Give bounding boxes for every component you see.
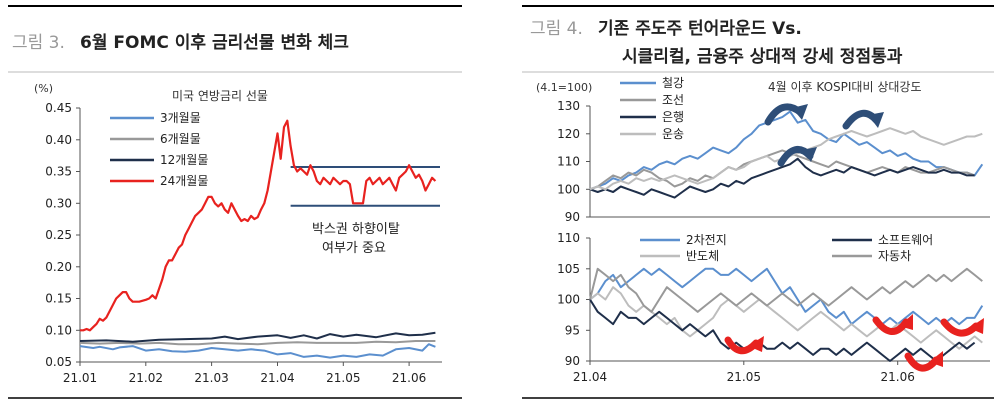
c3-legend-label-2: 소프트웨어 (878, 233, 933, 247)
fig3-number: 그림 3. (12, 33, 65, 53)
c2-arrowhead-1 (792, 104, 808, 120)
c1-xtick-0: 21.01 (63, 371, 97, 385)
c1-box-range (290, 166, 440, 207)
fig4-number: 그림 4. (530, 19, 583, 39)
c3-arrowhead-3 (929, 351, 943, 367)
c3-ytick-2: 100 (557, 293, 580, 307)
c3-legend-label-1: 반도체 (686, 249, 719, 263)
c3-series-2 (589, 298, 976, 362)
c2-series (589, 110, 984, 199)
c2-series-2 (589, 157, 975, 199)
c2-legend-label-3: 운송 (662, 127, 684, 141)
c2-ytick-3: 120 (557, 127, 580, 141)
c3-xtick-1: 21.05 (727, 370, 761, 384)
c1-series-3 (80, 119, 437, 332)
c1-legend-label-1: 6개월물 (160, 132, 201, 146)
c3-arrowhead-1 (748, 336, 764, 352)
c3-ytick-4: 110 (557, 231, 580, 245)
c1-xtick-2: 21.03 (194, 371, 228, 385)
c2-ylabel: (4.1=100) (536, 81, 592, 94)
c2-ytick-1: 100 (557, 182, 580, 196)
c1-annotation-line1: 박스권 하향이탈 (312, 222, 400, 237)
c1-xtick-1: 21.02 (129, 371, 163, 385)
c3-xtick-2: 21.06 (881, 370, 915, 384)
c3-series-3 (589, 267, 983, 313)
c2-arrowhead-3 (868, 112, 884, 128)
c3-legend-label-3: 자동차 (878, 249, 911, 263)
c1-ytick-4: 0.25 (45, 228, 72, 242)
c3-series (589, 267, 984, 362)
c2-arrows (764, 103, 884, 167)
c1-ytick-5: 0.30 (45, 196, 72, 210)
c1-ylabel: (%) (34, 82, 53, 95)
leader-vs-cyclical-chart: (4.1=100) 4월 이후 KOSPI대비 상대강도 90 100 110 120… (536, 76, 990, 224)
c2-arrowhead-2 (802, 147, 817, 162)
c1-legend: 3개월물 6개월물 12개월물 24개월물 (110, 111, 208, 188)
c3-series-0 (589, 267, 984, 326)
c1-series-0 (79, 343, 436, 359)
c1-series (79, 119, 437, 359)
c1-annotation-line2: 여부가 중요 (322, 241, 386, 256)
c1-title: 미국 연방금리 선물 (172, 89, 268, 103)
c1-legend-label-0: 3개월물 (160, 111, 201, 125)
c1-ytick-1: 0.10 (45, 323, 72, 337)
c2-legend-label-0: 철강 (662, 76, 684, 90)
c1-ytick-8: 0.45 (45, 101, 72, 115)
c2-ytick-0: 90 (565, 210, 580, 224)
c1-ytick-6: 0.35 (45, 165, 72, 179)
c1-legend-label-3: 24개월물 (160, 174, 208, 188)
c3-arrowhead-4 (969, 318, 984, 334)
c1-ytick-2: 0.15 (45, 292, 72, 306)
c1-xtick-3: 21.04 (260, 371, 294, 385)
c3-ytick-1: 95 (565, 323, 580, 337)
c3-arrowhead-2 (899, 314, 913, 330)
fomc-futures-chart: (%) 미국 연방금리 선물 0.050.100.150.200.250.300… (34, 82, 442, 385)
c1-ytick-0: 0.05 (45, 355, 72, 369)
c2-y-axis: 90 100 110 120 130 (557, 99, 990, 224)
c3-ytick-3: 105 (557, 262, 580, 276)
c2-ytick-4: 130 (557, 99, 580, 113)
fig4-title-line2: 시클리컬, 금융주 상대적 강세 정점통과 (622, 47, 903, 67)
c1-series-2 (79, 331, 436, 343)
c3-x-axis: 21.04 21.05 21.06 (573, 360, 990, 384)
c3-ytick-0: 90 (565, 354, 580, 368)
c1-series-1 (79, 340, 436, 346)
c1-y-axis: 0.05 0.10 0.15 0.20 0.25 0.30 0.35 0.40 0.45 (45, 101, 81, 369)
c1-ytick-3: 0.20 (45, 260, 72, 274)
c2-legend-label-1: 조선 (662, 93, 684, 107)
fig4-title-line1: 기존 주도주 턴어라운드 Vs. (598, 19, 802, 39)
c3-xtick-0: 21.04 (573, 370, 607, 384)
c1-xtick-5: 21.06 (392, 371, 426, 385)
c1-xtick-4: 21.05 (326, 371, 360, 385)
c3-legend-label-0: 2차전지 (686, 233, 727, 247)
fig3-title: 6월 FOMC 이후 금리선물 변화 체크 (80, 32, 349, 53)
c3-y-axis: 90 95 100 105 110 (557, 231, 591, 368)
c2-series-0 (589, 110, 984, 191)
c2-legend-label-2: 은행 (662, 109, 684, 124)
c1-legend-label-2: 12개월물 (160, 153, 208, 167)
c1-x-axis: 21.01 21.02 21.03 21.04 21.05 21.06 (63, 361, 442, 385)
c1-ytick-7: 0.40 (45, 133, 72, 147)
c2-ytick-2: 110 (557, 155, 580, 169)
c2-annotation: 4월 이후 KOSPI대비 상대강도 (768, 80, 922, 94)
c3-arrows (724, 314, 984, 372)
